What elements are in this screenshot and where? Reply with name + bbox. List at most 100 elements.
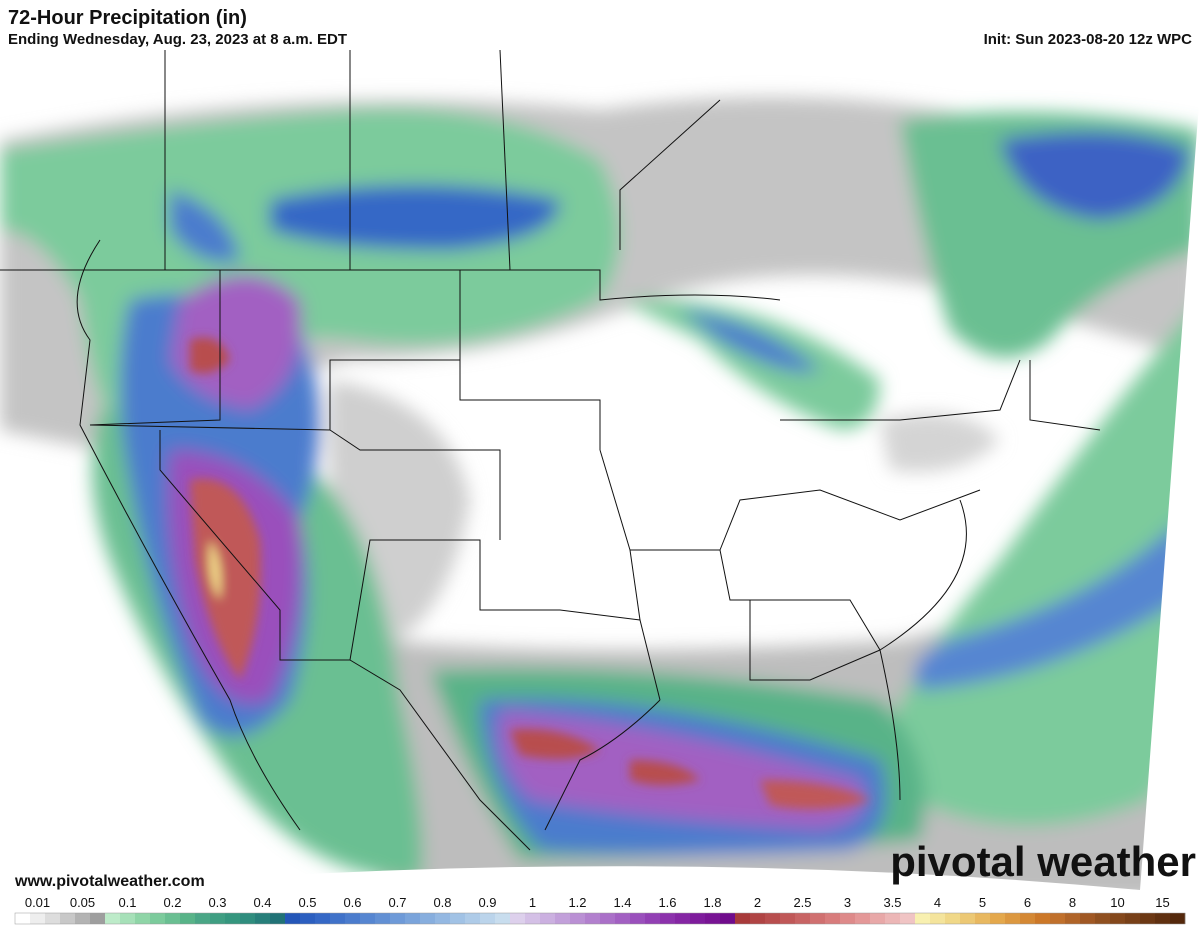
map-title: 72-Hour Precipitation (in) bbox=[8, 7, 247, 29]
legend-swatch bbox=[105, 913, 121, 924]
legend-label: 0.6 bbox=[343, 895, 361, 910]
website: www.pivotalweather.com bbox=[14, 873, 205, 890]
legend-swatch bbox=[660, 913, 676, 924]
legend-label: 0.3 bbox=[208, 895, 226, 910]
legend-swatch bbox=[225, 913, 241, 924]
legend-swatch bbox=[990, 913, 1006, 924]
legend-swatch bbox=[840, 913, 856, 924]
legend-swatch bbox=[1020, 913, 1036, 924]
legend-swatch bbox=[420, 913, 436, 924]
legend-swatch bbox=[885, 913, 901, 924]
legend-label: 0.2 bbox=[163, 895, 181, 910]
legend-swatch bbox=[435, 913, 451, 924]
legend-swatch bbox=[900, 913, 916, 924]
legend-swatch bbox=[315, 913, 331, 924]
legend-swatch bbox=[90, 913, 106, 924]
legend-swatch bbox=[165, 913, 181, 924]
legend-swatch bbox=[210, 913, 226, 924]
legend-swatch bbox=[600, 913, 616, 924]
legend-swatch bbox=[180, 913, 196, 924]
legend-swatch bbox=[405, 913, 421, 924]
legend-swatch bbox=[1170, 913, 1186, 924]
legend-swatch bbox=[870, 913, 886, 924]
legend-label: 6 bbox=[1024, 895, 1031, 910]
legend-label: 0.1 bbox=[118, 895, 136, 910]
legend-label: 0.01 bbox=[25, 895, 50, 910]
legend-swatch bbox=[240, 913, 256, 924]
legend-swatch bbox=[945, 913, 961, 924]
legend-label: 0.4 bbox=[253, 895, 271, 910]
legend-swatch bbox=[270, 913, 286, 924]
legend-swatch bbox=[360, 913, 376, 924]
legend-swatch bbox=[150, 913, 166, 924]
legend-swatch bbox=[630, 913, 646, 924]
legend-swatch bbox=[960, 913, 976, 924]
legend-swatch bbox=[30, 913, 46, 924]
legend-label: 3.5 bbox=[883, 895, 901, 910]
color-legend: 0.01 0.05 0.1 0.2 0.3 0.4 0.5 0.6 0.7 0.8 0.9 1 1.2 1… bbox=[0, 893, 1200, 927]
legend-swatch bbox=[675, 913, 691, 924]
legend-label: 5 bbox=[979, 895, 986, 910]
legend-swatch bbox=[555, 913, 571, 924]
legend-swatch bbox=[915, 913, 931, 924]
legend-label: 10 bbox=[1110, 895, 1124, 910]
legend-swatch bbox=[255, 913, 271, 924]
legend-frame bbox=[14, 912, 1186, 925]
legend-swatch bbox=[825, 913, 841, 924]
legend-label: 0.5 bbox=[298, 895, 316, 910]
legend-swatch bbox=[135, 913, 151, 924]
legend-swatch bbox=[1035, 913, 1051, 924]
legend-swatch bbox=[345, 913, 361, 924]
legend-swatch bbox=[45, 913, 61, 924]
legend-swatch bbox=[1140, 913, 1156, 924]
legend-swatch bbox=[1095, 913, 1111, 924]
legend-label: 1 bbox=[529, 895, 536, 910]
legend-label: 1.2 bbox=[568, 895, 586, 910]
map-subtitle: Ending Wednesday, Aug. 23, 2023 at 8 a.m… bbox=[8, 31, 347, 48]
legend-swatch bbox=[330, 913, 346, 924]
legend-label: 1.6 bbox=[658, 895, 676, 910]
legend-swatch bbox=[585, 913, 601, 924]
legend-swatch bbox=[450, 913, 466, 924]
legend-swatch bbox=[855, 913, 871, 924]
legend-swatch bbox=[1050, 913, 1066, 924]
legend-label: 8 bbox=[1069, 895, 1076, 910]
legend-swatch bbox=[765, 913, 781, 924]
legend-swatch bbox=[390, 913, 406, 924]
map-borders bbox=[0, 50, 1101, 851]
precip-field bbox=[0, 50, 1200, 895]
watermark: pivotal weather bbox=[890, 838, 1196, 885]
init-time: Init: Sun 2023-08-20 12z WPC bbox=[984, 31, 1193, 48]
legend-swatch bbox=[570, 913, 586, 924]
legend-swatch bbox=[645, 913, 661, 924]
legend-swatch bbox=[1155, 913, 1171, 924]
legend-label: 2 bbox=[754, 895, 761, 910]
legend-swatch bbox=[60, 913, 76, 924]
legend-swatch bbox=[285, 913, 301, 924]
legend-label: 4 bbox=[934, 895, 941, 910]
legend-swatch bbox=[930, 913, 946, 924]
legend-swatch bbox=[720, 913, 736, 924]
legend-label: 15 bbox=[1155, 895, 1169, 910]
legend-swatch bbox=[810, 913, 826, 924]
legend-swatch bbox=[780, 913, 796, 924]
legend-label: 1.4 bbox=[613, 895, 631, 910]
legend-swatch bbox=[1125, 913, 1141, 924]
legend-swatch bbox=[735, 913, 751, 924]
legend-swatch bbox=[1005, 913, 1021, 924]
legend-swatch bbox=[120, 913, 136, 924]
legend-label: 3 bbox=[844, 895, 851, 910]
legend-swatch bbox=[495, 913, 511, 924]
legend-label: 2.5 bbox=[793, 895, 811, 910]
legend-swatch bbox=[750, 913, 766, 924]
legend-swatch bbox=[465, 913, 481, 924]
legend-swatch bbox=[615, 913, 631, 924]
legend-swatch bbox=[510, 913, 526, 924]
legend-swatch bbox=[480, 913, 496, 924]
legend-swatch bbox=[690, 913, 706, 924]
legend-swatch bbox=[1080, 913, 1096, 924]
legend-swatch bbox=[540, 913, 556, 924]
legend-swatch bbox=[300, 913, 316, 924]
